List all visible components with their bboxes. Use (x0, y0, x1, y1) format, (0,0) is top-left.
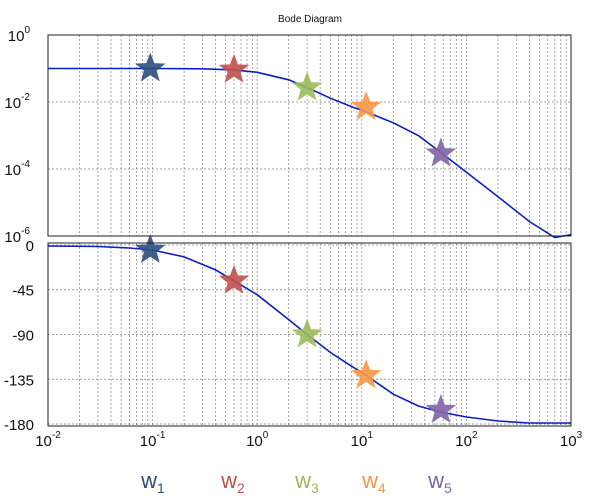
x-tick-label: 102 (455, 430, 478, 450)
x-tick-label: 103 (560, 430, 583, 450)
chart-title: Bode Diagram (278, 14, 342, 25)
legend-item-w2: w2 (220, 468, 245, 496)
axes-frames (47, 34, 572, 427)
magnitude-curve (48, 67, 572, 239)
x-tick-label: 10-1 (140, 430, 166, 450)
x-tick-label: 101 (351, 430, 374, 450)
magnitude-y-tick-label: 10-4 (4, 159, 30, 179)
magnitude-star-marker-w3 (291, 71, 323, 101)
phase-y-tick-label: -45 (12, 283, 34, 300)
legend: w1 w2 w3 w4 w5 (140, 468, 452, 496)
legend-item-w5: w5 (427, 468, 452, 496)
phase-axes-frame (47, 242, 572, 427)
magnitude-star-marker-w1 (135, 52, 166, 82)
magnitude-star-marker-w5 (425, 137, 457, 167)
phase-y-tick-label: -135 (4, 372, 34, 389)
x-tick-label: 100 (246, 430, 269, 450)
phase-y-tick-label: -90 (12, 328, 34, 345)
magnitude-y-tick-label: 10-2 (4, 92, 30, 112)
legend-item-w3: w3 (294, 468, 319, 496)
magnitude-star-marker-w4 (350, 91, 382, 120)
phase-star-marker-w3 (291, 318, 323, 348)
magnitude-y-tick-label: 100 (8, 25, 31, 45)
x-tick-label: 10-2 (35, 430, 61, 450)
magnitude-y-tick-label: 10-6 (4, 226, 30, 246)
magnitude-star-marker-w2 (218, 53, 250, 83)
phase-star-marker-w4 (350, 359, 382, 389)
curves-layer (47, 67, 572, 424)
phase-curve (47, 245, 571, 424)
grid-layer (48, 35, 571, 426)
phase-y-tick-label: 0 (26, 238, 34, 255)
legend-item-w4: w4 (361, 468, 386, 496)
magnitude-axes-frame (47, 34, 572, 237)
markers-layer (135, 52, 457, 423)
phase-star-marker-w1 (135, 234, 166, 263)
phase-y-tick-label: -180 (4, 417, 34, 434)
legend-item-w1: w1 (140, 468, 165, 496)
phase-star-marker-w2 (218, 264, 250, 294)
phase-star-marker-w5 (425, 394, 457, 423)
